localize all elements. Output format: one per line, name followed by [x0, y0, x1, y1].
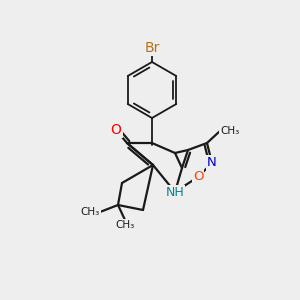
Text: CH₃: CH₃: [81, 207, 100, 217]
Text: N: N: [207, 157, 217, 169]
Text: CH₃: CH₃: [220, 126, 239, 136]
Text: O: O: [193, 170, 203, 184]
Text: Br: Br: [144, 41, 160, 55]
Text: O: O: [111, 123, 122, 137]
Text: Br: Br: [144, 41, 160, 55]
Text: NH: NH: [166, 185, 184, 199]
Text: CH₃: CH₃: [116, 220, 135, 230]
